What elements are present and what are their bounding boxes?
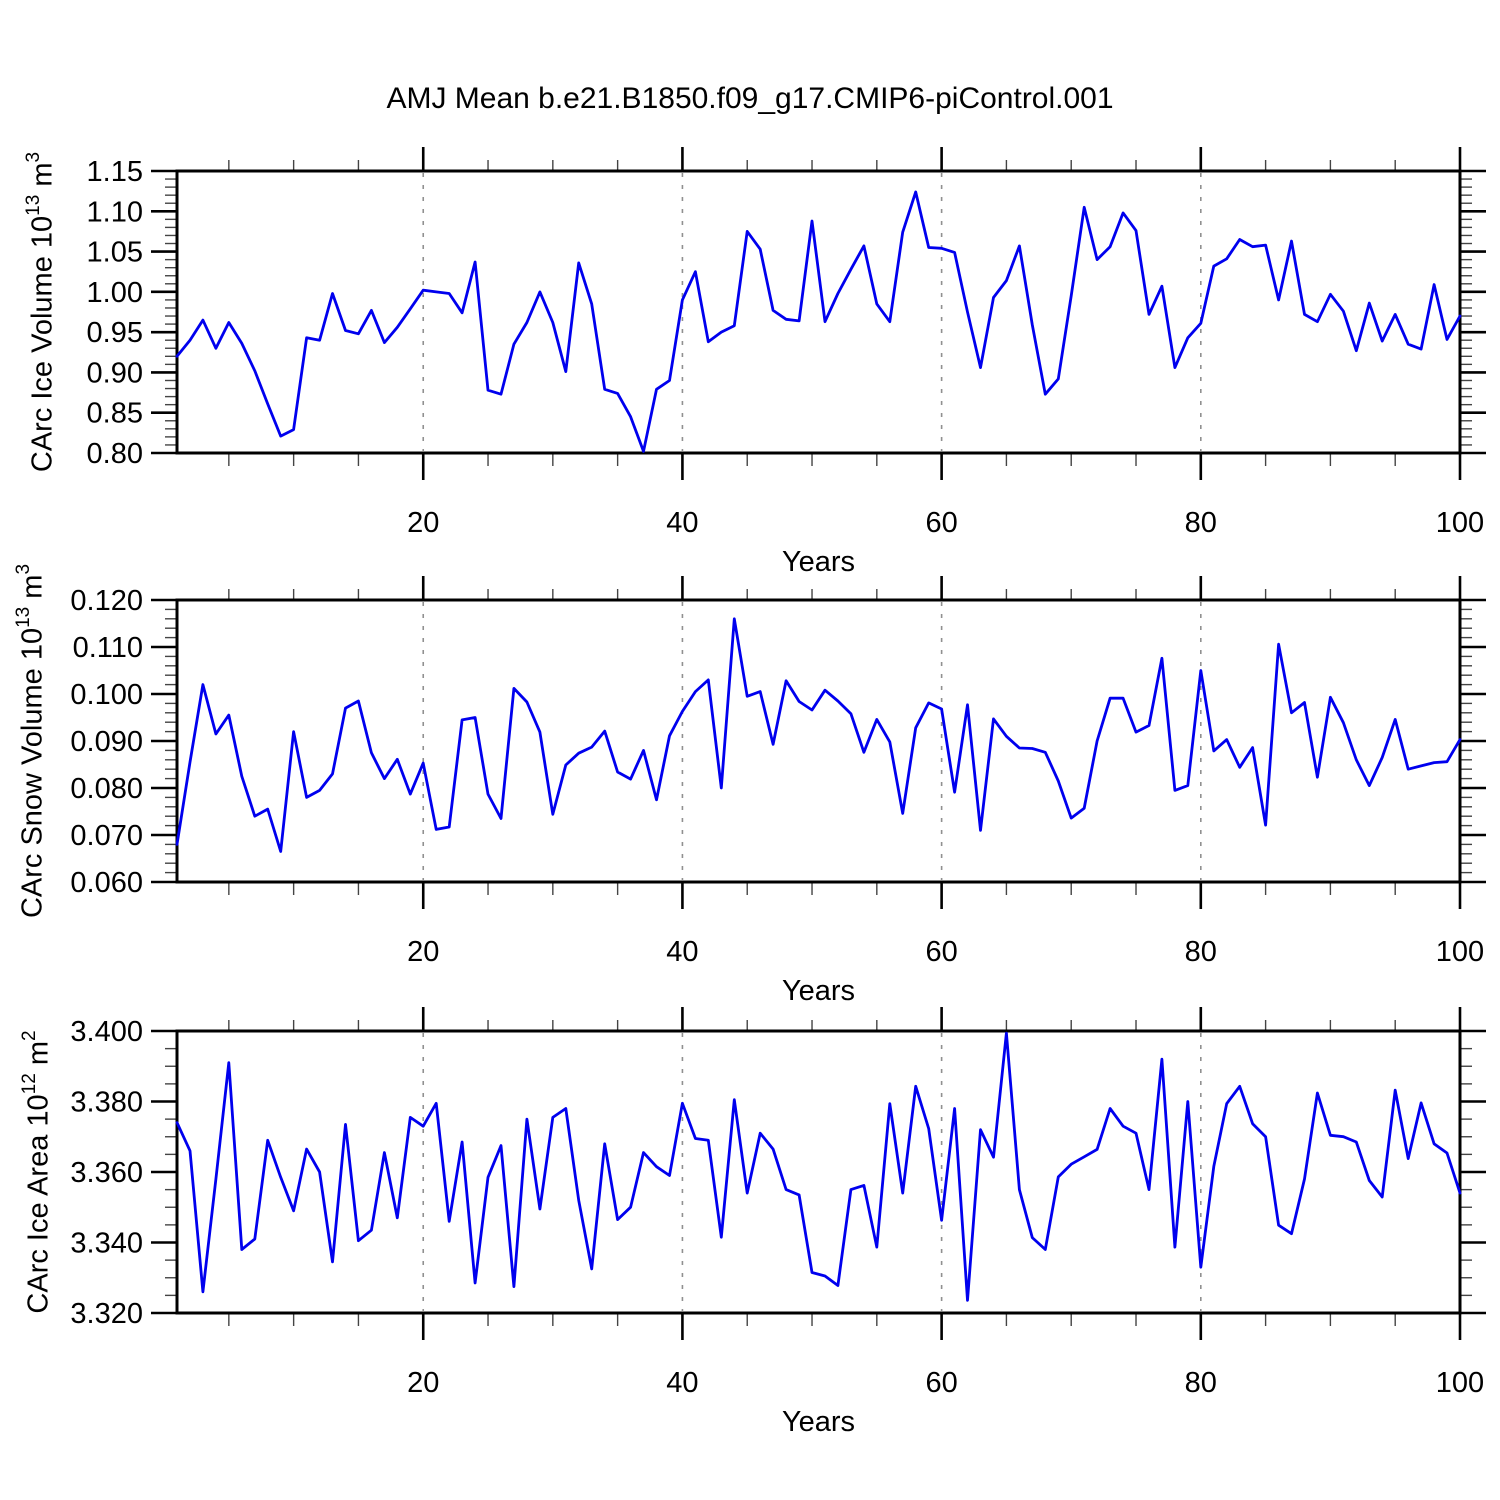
y-axis-title-ice-area: CArc Ice Area 1012 m2 [19,1030,55,1314]
panel-1: 20 40 60 80 100 1.15 1.10 1.05 1.00 0.95 0.90 0.85 0… [87,147,1486,539]
y-tick-label: 0.080 [70,773,143,805]
panel-2: 20 40 60 80 100 0.120 0.110 0.100 0.090 0.080 0.07… [70,576,1486,968]
data-line-carc-ice-area [175,1031,1462,1302]
x-tick-label: 20 [407,1367,439,1399]
x-axis-title-panel-2: Years [781,975,856,1007]
y-tick-label: 0.070 [70,820,143,852]
y-tick-label: 0.060 [70,867,143,899]
y-tick-label: 3.320 [70,1298,143,1330]
x-tick-label: 80 [1185,936,1217,968]
y-tick-label: 3.340 [70,1228,143,1260]
panel-3: 20 40 60 80 100 3.400 3.380 3.360 3.340 3.320 [70,1007,1486,1399]
x-tick-label: 40 [666,1367,698,1399]
x-tick-label: 60 [925,507,957,539]
page-title: AMJ Mean b.e21.B1850.f09_g17.CMIP6-piCon… [386,82,1114,115]
x-tick-label: 100 [1436,507,1484,539]
y-tick-label: 0.95 [87,317,143,349]
y-tick-label: 3.380 [70,1087,143,1119]
y-tick-label: 0.90 [87,357,143,389]
x-tick-label: 20 [407,507,439,539]
x-tick-label: 100 [1436,936,1484,968]
data-line-carc-ice-volume [175,190,1462,453]
x-tick-label: 20 [407,936,439,968]
y-tick-label: 0.110 [73,632,143,664]
y-tick-label: 3.400 [70,1016,143,1048]
plot-frame [175,169,1462,455]
y-tick-label: 0.100 [70,679,143,711]
x-axis-title-panel-3: Years [781,1406,856,1438]
y-tick-label: 1.10 [87,196,143,228]
y-tick-label: 0.120 [70,585,143,617]
y-tick-label: 1.05 [87,237,143,269]
y-tick-label: 3.360 [70,1157,143,1189]
data-line-carc-snow-volume [175,617,1462,853]
x-tick-label: 40 [666,936,698,968]
x-axis-title-panel-1: Years [781,546,856,578]
y-tick-label: 1.15 [87,156,143,188]
y-tick-label: 0.090 [70,726,143,758]
y-tick-label: 0.80 [87,438,143,470]
x-tick-label: 60 [925,936,957,968]
x-tick-label: 80 [1185,507,1217,539]
y-tick-label: 1.00 [87,277,143,309]
x-tick-label: 40 [666,507,698,539]
x-tick-label: 100 [1436,1367,1484,1399]
y-tick-label: 0.85 [87,398,143,430]
x-tick-label: 80 [1185,1367,1217,1399]
x-tick-label: 60 [925,1367,957,1399]
plot-frame [175,1029,1462,1315]
